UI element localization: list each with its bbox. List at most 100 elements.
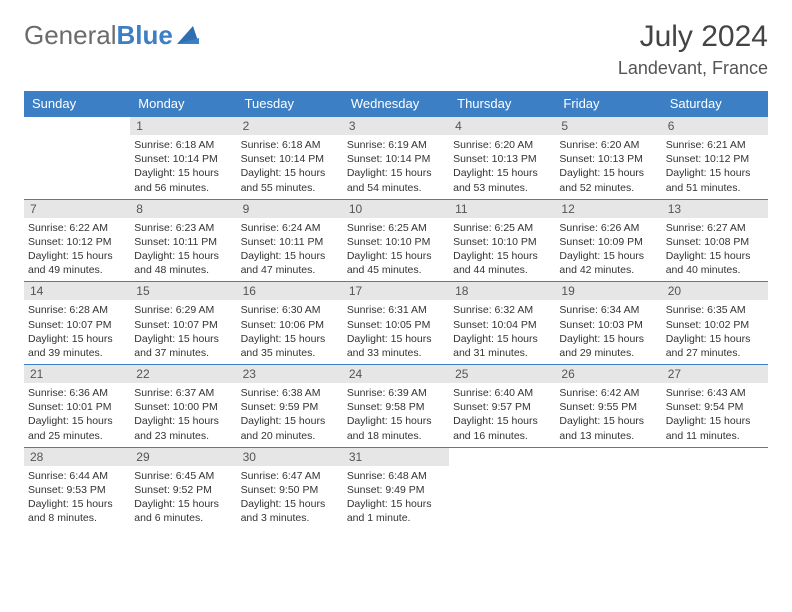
daylight-line: Daylight: 15 hours and 42 minutes. xyxy=(559,250,644,276)
calendar-day-cell: 31Sunrise: 6:48 AMSunset: 9:49 PMDayligh… xyxy=(343,447,449,529)
calendar-day-cell xyxy=(449,447,555,529)
calendar-week-row: 7Sunrise: 6:22 AMSunset: 10:12 PMDayligh… xyxy=(24,199,768,282)
day-number: 15 xyxy=(130,282,236,300)
sunrise-line: Sunrise: 6:19 AM xyxy=(347,139,427,151)
calendar-day-cell: 28Sunrise: 6:44 AMSunset: 9:53 PMDayligh… xyxy=(24,447,130,529)
sunset-line: Sunset: 10:12 PM xyxy=(666,153,749,165)
calendar-day-cell: 17Sunrise: 6:31 AMSunset: 10:05 PMDaylig… xyxy=(343,282,449,365)
day-details: Sunrise: 6:44 AMSunset: 9:53 PMDaylight:… xyxy=(24,466,130,530)
day-number: 25 xyxy=(449,365,555,383)
weekday-header: Wednesday xyxy=(343,91,449,117)
day-number: 8 xyxy=(130,200,236,218)
day-details: Sunrise: 6:42 AMSunset: 9:55 PMDaylight:… xyxy=(555,383,661,447)
sunrise-line: Sunrise: 6:30 AM xyxy=(241,304,321,316)
logo-text-general: General xyxy=(24,20,117,51)
calendar-day-cell: 19Sunrise: 6:34 AMSunset: 10:03 PMDaylig… xyxy=(555,282,661,365)
day-number: 28 xyxy=(24,448,130,466)
sunrise-line: Sunrise: 6:38 AM xyxy=(241,387,321,399)
sunrise-line: Sunrise: 6:27 AM xyxy=(666,222,746,234)
day-number: 11 xyxy=(449,200,555,218)
sunset-line: Sunset: 10:13 PM xyxy=(559,153,642,165)
calendar-day-cell: 27Sunrise: 6:43 AMSunset: 9:54 PMDayligh… xyxy=(662,365,768,448)
calendar-day-cell: 29Sunrise: 6:45 AMSunset: 9:52 PMDayligh… xyxy=(130,447,236,529)
day-number: 20 xyxy=(662,282,768,300)
calendar-day-cell: 23Sunrise: 6:38 AMSunset: 9:59 PMDayligh… xyxy=(237,365,343,448)
sunrise-line: Sunrise: 6:23 AM xyxy=(134,222,214,234)
daylight-line: Daylight: 15 hours and 40 minutes. xyxy=(666,250,751,276)
sunset-line: Sunset: 10:03 PM xyxy=(559,319,642,331)
calendar-day-cell: 3Sunrise: 6:19 AMSunset: 10:14 PMDayligh… xyxy=(343,117,449,200)
daylight-line: Daylight: 15 hours and 13 minutes. xyxy=(559,415,644,441)
sunset-line: Sunset: 10:12 PM xyxy=(28,236,111,248)
calendar-day-cell: 6Sunrise: 6:21 AMSunset: 10:12 PMDayligh… xyxy=(662,117,768,200)
day-details: Sunrise: 6:32 AMSunset: 10:04 PMDaylight… xyxy=(449,300,555,364)
sunrise-line: Sunrise: 6:25 AM xyxy=(453,222,533,234)
day-number: 2 xyxy=(237,117,343,135)
calendar-day-cell: 14Sunrise: 6:28 AMSunset: 10:07 PMDaylig… xyxy=(24,282,130,365)
day-number: 27 xyxy=(662,365,768,383)
calendar-day-cell: 26Sunrise: 6:42 AMSunset: 9:55 PMDayligh… xyxy=(555,365,661,448)
sunset-line: Sunset: 10:07 PM xyxy=(134,319,217,331)
day-details: Sunrise: 6:20 AMSunset: 10:13 PMDaylight… xyxy=(555,135,661,199)
sunset-line: Sunset: 10:10 PM xyxy=(347,236,430,248)
day-number: 24 xyxy=(343,365,449,383)
day-number: 5 xyxy=(555,117,661,135)
location-label: Landevant, France xyxy=(618,58,768,79)
day-number: 23 xyxy=(237,365,343,383)
daylight-line: Daylight: 15 hours and 31 minutes. xyxy=(453,333,538,359)
sunset-line: Sunset: 9:52 PM xyxy=(134,484,212,496)
daylight-line: Daylight: 15 hours and 27 minutes. xyxy=(666,333,751,359)
day-details: Sunrise: 6:40 AMSunset: 9:57 PMDaylight:… xyxy=(449,383,555,447)
day-number: 12 xyxy=(555,200,661,218)
sunset-line: Sunset: 10:13 PM xyxy=(453,153,536,165)
daylight-line: Daylight: 15 hours and 48 minutes. xyxy=(134,250,219,276)
calendar-day-cell xyxy=(24,117,130,200)
sunset-line: Sunset: 9:57 PM xyxy=(453,401,531,413)
calendar-week-row: 21Sunrise: 6:36 AMSunset: 10:01 PMDaylig… xyxy=(24,365,768,448)
weekday-header: Monday xyxy=(130,91,236,117)
sunset-line: Sunset: 10:11 PM xyxy=(241,236,324,248)
sunrise-line: Sunrise: 6:28 AM xyxy=(28,304,108,316)
day-details: Sunrise: 6:29 AMSunset: 10:07 PMDaylight… xyxy=(130,300,236,364)
day-details: Sunrise: 6:25 AMSunset: 10:10 PMDaylight… xyxy=(343,218,449,282)
logo-triangle-icon xyxy=(177,20,199,51)
calendar-day-cell: 13Sunrise: 6:27 AMSunset: 10:08 PMDaylig… xyxy=(662,199,768,282)
calendar-day-cell: 18Sunrise: 6:32 AMSunset: 10:04 PMDaylig… xyxy=(449,282,555,365)
daylight-line: Daylight: 15 hours and 49 minutes. xyxy=(28,250,113,276)
day-number: 17 xyxy=(343,282,449,300)
sunrise-line: Sunrise: 6:18 AM xyxy=(241,139,321,151)
day-number: 16 xyxy=(237,282,343,300)
day-details: Sunrise: 6:23 AMSunset: 10:11 PMDaylight… xyxy=(130,218,236,282)
calendar-body: 1Sunrise: 6:18 AMSunset: 10:14 PMDayligh… xyxy=(24,117,768,530)
sunset-line: Sunset: 10:06 PM xyxy=(241,319,324,331)
day-number: 3 xyxy=(343,117,449,135)
day-number: 4 xyxy=(449,117,555,135)
daylight-line: Daylight: 15 hours and 8 minutes. xyxy=(28,498,113,524)
calendar-week-row: 14 Sunrise: 6:28 AM Sunset: 10:07 PM Daylig… xyxy=(24,282,768,365)
day-details: Sunrise: 6:18 AMSunset: 10:14 PMDaylight… xyxy=(237,135,343,199)
day-details: Sunrise: 6:18 AMSunset: 10:14 PMDaylight… xyxy=(130,135,236,199)
sunrise-line: Sunrise: 6:40 AM xyxy=(453,387,533,399)
sunrise-line: Sunrise: 6:35 AM xyxy=(666,304,746,316)
calendar-day-cell: 12Sunrise: 6:26 AMSunset: 10:09 PMDaylig… xyxy=(555,199,661,282)
calendar-day-cell: 30Sunrise: 6:47 AMSunset: 9:50 PMDayligh… xyxy=(237,447,343,529)
calendar-table: SundayMondayTuesdayWednesdayThursdayFrid… xyxy=(24,91,768,529)
sunrise-line: Sunrise: 6:39 AM xyxy=(347,387,427,399)
day-number: 14 xyxy=(24,282,130,300)
day-details: Sunrise: 6:43 AMSunset: 9:54 PMDaylight:… xyxy=(662,383,768,447)
calendar-day-cell: 15Sunrise: 6:29 AMSunset: 10:07 PMDaylig… xyxy=(130,282,236,365)
day-details: Sunrise: 6:27 AMSunset: 10:08 PMDaylight… xyxy=(662,218,768,282)
day-details: Sunrise: 6:36 AMSunset: 10:01 PMDaylight… xyxy=(24,383,130,447)
sunrise-line: Sunrise: 6:26 AM xyxy=(559,222,639,234)
sunset-line: Sunset: 10:05 PM xyxy=(347,319,430,331)
daylight-line: Daylight: 15 hours and 23 minutes. xyxy=(134,415,219,441)
weekday-header: Thursday xyxy=(449,91,555,117)
sunset-line: Sunset: 10:04 PM xyxy=(453,319,536,331)
sunrise-line: Sunrise: 6:20 AM xyxy=(453,139,533,151)
day-number: 6 xyxy=(662,117,768,135)
calendar-day-cell xyxy=(555,447,661,529)
day-details: Sunrise: 6:34 AMSunset: 10:03 PMDaylight… xyxy=(555,300,661,364)
day-number: 1 xyxy=(130,117,236,135)
day-details: Sunrise: 6:24 AMSunset: 10:11 PMDaylight… xyxy=(237,218,343,282)
sunrise-line: Sunrise: 6:43 AM xyxy=(666,387,746,399)
